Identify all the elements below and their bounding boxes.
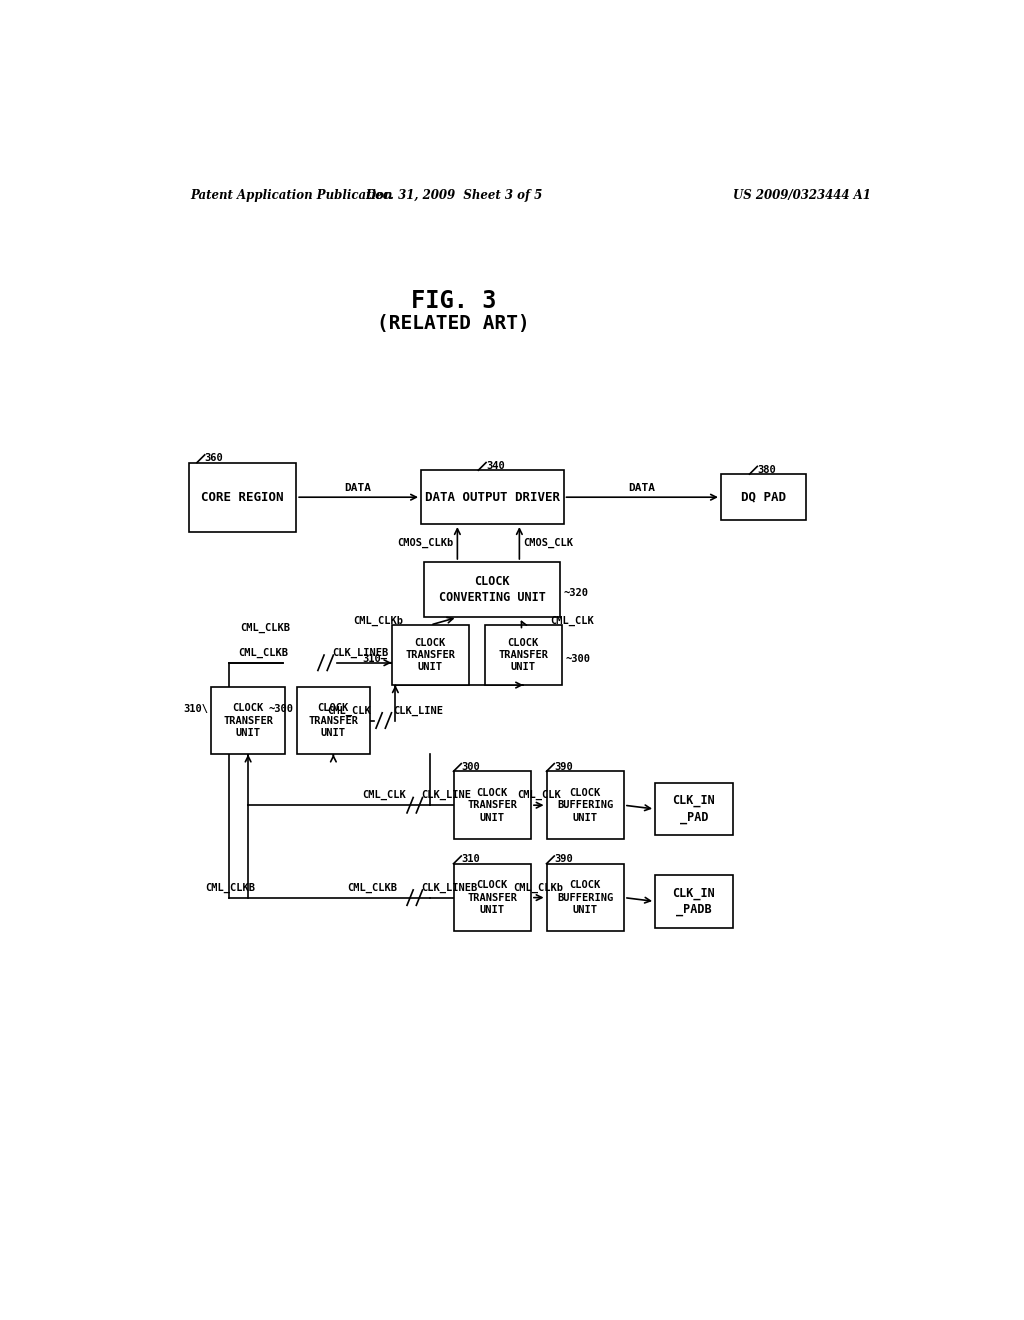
Text: CLOCK
TRANSFER
UNIT: CLOCK TRANSFER UNIT [499, 638, 548, 672]
Text: ~320: ~320 [563, 589, 589, 598]
Text: 300: 300 [461, 762, 480, 772]
Bar [424, 562, 560, 618]
Text: CLK_LINEB: CLK_LINEB [333, 648, 389, 657]
Bar [421, 470, 564, 524]
Bar [211, 686, 285, 755]
Bar [655, 783, 732, 836]
Text: CLK_IN
_PAD: CLK_IN _PAD [673, 795, 715, 824]
Text: CML_CLKb: CML_CLKb [353, 616, 403, 626]
Text: FIG. 3: FIG. 3 [411, 289, 497, 313]
Text: CML_CLKB: CML_CLKB [241, 623, 291, 634]
Bar [454, 863, 531, 932]
Text: 310: 310 [461, 854, 480, 865]
Text: ~300: ~300 [566, 653, 591, 664]
Text: CLOCK
BUFFERING
UNIT: CLOCK BUFFERING UNIT [557, 880, 613, 915]
Text: CML_CLK: CML_CLK [550, 616, 594, 626]
Bar [391, 626, 469, 685]
Text: (RELATED ART): (RELATED ART) [377, 314, 529, 334]
Text: Dec. 31, 2009  Sheet 3 of 5: Dec. 31, 2009 Sheet 3 of 5 [365, 189, 542, 202]
Bar [189, 462, 296, 532]
Bar [297, 686, 371, 755]
Text: CML_CLK: CML_CLK [361, 791, 406, 800]
Text: 360: 360 [205, 453, 223, 463]
Text: DATA OUTPUT DRIVER: DATA OUTPUT DRIVER [425, 491, 560, 504]
Text: CLOCK
TRANSFER
UNIT: CLOCK TRANSFER UNIT [308, 704, 358, 738]
Text: CLOCK
CONVERTING UNIT: CLOCK CONVERTING UNIT [439, 576, 546, 605]
Text: CLK_IN
_PADB: CLK_IN _PADB [673, 887, 715, 916]
Bar [454, 771, 531, 840]
Text: DATA: DATA [345, 483, 372, 492]
Text: CML_CLKB: CML_CLKB [239, 648, 289, 657]
Text: CML_CLK: CML_CLK [327, 705, 371, 715]
Text: CLOCK
BUFFERING
UNIT: CLOCK BUFFERING UNIT [557, 788, 613, 822]
Text: CLK_LINE: CLK_LINE [393, 705, 443, 715]
Text: CLK_LINE: CLK_LINE [421, 791, 471, 800]
Text: DQ PAD: DQ PAD [741, 491, 786, 504]
Bar [547, 863, 624, 932]
Text: 310—: 310— [362, 653, 388, 664]
Text: ~300: ~300 [268, 704, 293, 714]
Text: 390: 390 [554, 762, 573, 772]
Text: CLOCK
TRANSFER
UNIT: CLOCK TRANSFER UNIT [406, 638, 456, 672]
Text: Patent Application Publication: Patent Application Publication [190, 189, 392, 202]
Text: CML_CLKb: CML_CLKb [514, 883, 564, 892]
Text: 390: 390 [554, 854, 573, 865]
Bar [655, 875, 732, 928]
Text: CLOCK
TRANSFER
UNIT: CLOCK TRANSFER UNIT [467, 788, 517, 822]
Bar [721, 474, 806, 520]
Text: CML_CLKB: CML_CLKB [206, 883, 256, 892]
Text: 310\: 310\ [183, 704, 208, 714]
Text: DATA: DATA [629, 483, 655, 492]
Text: 340: 340 [486, 461, 505, 471]
Text: CLOCK
TRANSFER
UNIT: CLOCK TRANSFER UNIT [223, 704, 273, 738]
Text: 380: 380 [758, 465, 776, 475]
Text: US 2009/0323444 A1: US 2009/0323444 A1 [733, 189, 871, 202]
Text: CMOS_CLK: CMOS_CLK [523, 537, 573, 548]
Text: CLOCK
TRANSFER
UNIT: CLOCK TRANSFER UNIT [467, 880, 517, 915]
Text: CMOS_CLKb: CMOS_CLKb [397, 537, 454, 548]
Bar [484, 626, 562, 685]
Text: CML_CLK: CML_CLK [517, 791, 560, 800]
Bar [547, 771, 624, 840]
Text: CML_CLKB: CML_CLKB [347, 883, 397, 892]
Text: CORE REGION: CORE REGION [202, 491, 284, 504]
Text: CLK_LINEB: CLK_LINEB [422, 883, 478, 892]
